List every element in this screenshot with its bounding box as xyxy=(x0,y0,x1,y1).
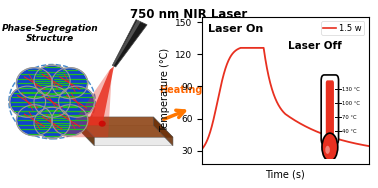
Polygon shape xyxy=(63,68,112,137)
Circle shape xyxy=(53,105,87,135)
Text: Phase-Segregation
Structure: Phase-Segregation Structure xyxy=(2,24,99,43)
Circle shape xyxy=(17,68,51,98)
Circle shape xyxy=(52,105,88,136)
Polygon shape xyxy=(75,117,173,137)
Circle shape xyxy=(52,67,88,99)
Legend: 1.5 w: 1.5 w xyxy=(321,21,364,35)
Circle shape xyxy=(16,67,53,99)
Circle shape xyxy=(59,86,95,117)
Circle shape xyxy=(59,87,94,117)
Text: 750 nm NIR Laser: 750 nm NIR Laser xyxy=(130,8,248,20)
Text: 40 °C: 40 °C xyxy=(342,129,357,134)
Circle shape xyxy=(35,87,69,117)
Text: 70 °C: 70 °C xyxy=(342,115,357,120)
Polygon shape xyxy=(87,66,114,125)
Text: Heating: Heating xyxy=(159,85,203,95)
Circle shape xyxy=(34,86,70,117)
Circle shape xyxy=(322,133,338,161)
FancyBboxPatch shape xyxy=(321,75,339,144)
Circle shape xyxy=(325,146,330,154)
Polygon shape xyxy=(75,117,94,146)
Circle shape xyxy=(17,105,51,135)
Circle shape xyxy=(35,66,69,95)
Circle shape xyxy=(34,65,70,96)
FancyBboxPatch shape xyxy=(326,80,334,139)
Circle shape xyxy=(99,121,106,127)
Text: Laser On: Laser On xyxy=(208,24,263,34)
Polygon shape xyxy=(153,117,173,146)
Circle shape xyxy=(34,107,70,138)
Text: 130 °C: 130 °C xyxy=(342,87,360,92)
Circle shape xyxy=(9,86,46,117)
Circle shape xyxy=(10,87,45,117)
Polygon shape xyxy=(112,20,147,67)
Circle shape xyxy=(16,105,53,136)
Text: Laser Off: Laser Off xyxy=(288,41,342,51)
Polygon shape xyxy=(75,125,173,146)
Y-axis label: Temperature (°C): Temperature (°C) xyxy=(160,48,170,132)
Circle shape xyxy=(35,108,69,138)
X-axis label: Time (s): Time (s) xyxy=(265,169,305,179)
Polygon shape xyxy=(112,20,141,66)
Circle shape xyxy=(53,68,87,98)
Text: 100 °C: 100 °C xyxy=(342,101,360,106)
